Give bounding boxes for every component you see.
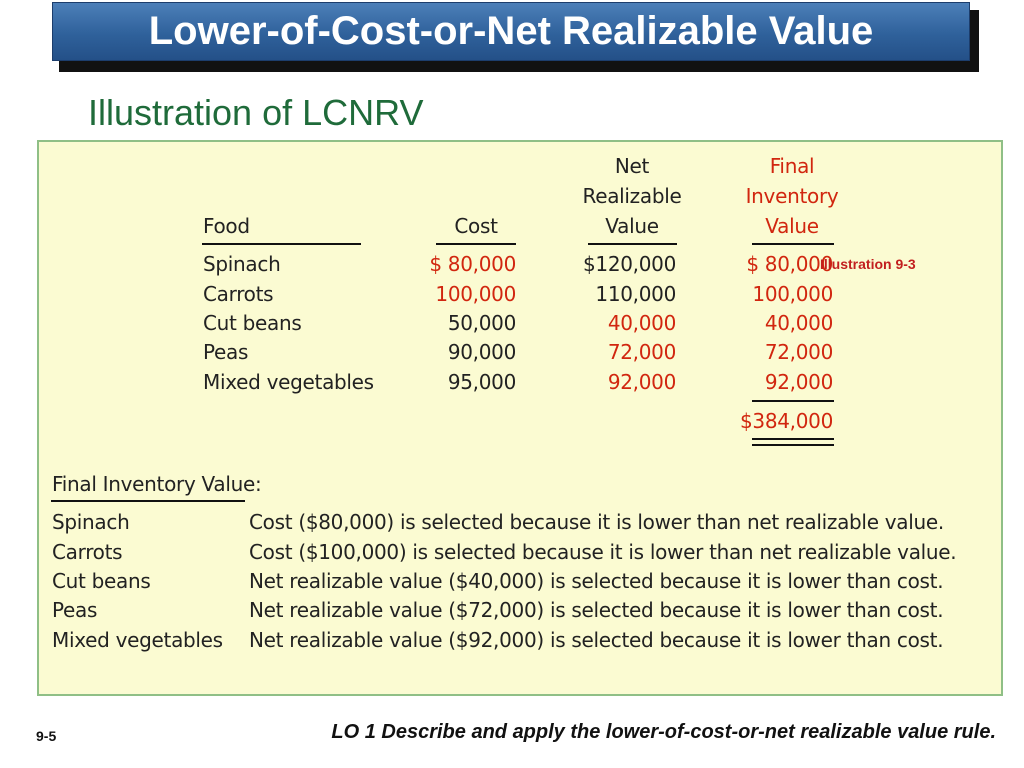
header-nrv-line2: Realizable (582, 184, 682, 208)
row-food: Mixed vegetables (203, 370, 374, 394)
explanation-heading: Final Inventory Value: (52, 472, 262, 496)
title-bar: Lower-of-Cost-or-Net Realizable Value (52, 2, 970, 61)
total-double-rule-1 (752, 438, 834, 440)
explanation-heading-rule (51, 500, 245, 502)
explanation-reason: Net realizable value ($92,000) is select… (249, 628, 944, 652)
final-header-rule (752, 243, 834, 245)
explanation-item: Peas (52, 598, 98, 622)
row-food: Cut beans (203, 311, 302, 335)
row-food: Carrots (203, 282, 274, 306)
nrv-header-rule (588, 243, 677, 245)
explanation-item: Cut beans (52, 569, 151, 593)
header-final-line2: Inventory (745, 184, 839, 208)
explanation-item: Mixed vegetables (52, 628, 223, 652)
explanation-item: Spinach (52, 510, 130, 534)
row-food: Peas (203, 340, 249, 364)
row-nrv: 92,000 (607, 370, 676, 394)
total-final-value: $384,000 (739, 409, 833, 433)
slide-title: Lower-of-Cost-or-Net Realizable Value (148, 9, 874, 53)
header-nrv-line3: Value (605, 214, 659, 238)
row-final: 40,000 (764, 311, 833, 335)
row-cost: 90,000 (447, 340, 516, 364)
illustration-label: Illustration 9-3 (820, 256, 916, 272)
header-final-line3: Value (765, 214, 819, 238)
food-header-rule (202, 243, 361, 245)
row-final: $ 80,000 (746, 252, 833, 276)
row-nrv: 110,000 (595, 282, 676, 306)
row-nrv: $120,000 (582, 252, 676, 276)
cost-header-rule (436, 243, 516, 245)
row-final: 92,000 (764, 370, 833, 394)
explanation-reason: Cost ($80,000) is selected because it is… (249, 510, 944, 534)
row-cost: 95,000 (447, 370, 516, 394)
header-final-line1: Final (769, 154, 815, 178)
illustration-panel: Net Realizable Value Final Inventory Val… (37, 140, 1003, 696)
row-cost: 50,000 (447, 311, 516, 335)
explanation-reason: Cost ($100,000) is selected because it i… (249, 540, 957, 564)
total-top-rule (752, 400, 834, 402)
header-food: Food (203, 214, 250, 238)
row-food: Spinach (203, 252, 281, 276)
row-cost: 100,000 (435, 282, 516, 306)
row-nrv: 72,000 (607, 340, 676, 364)
explanation-reason: Net realizable value ($40,000) is select… (249, 569, 944, 593)
header-cost: Cost (454, 214, 498, 238)
row-nrv: 40,000 (607, 311, 676, 335)
row-final: 100,000 (752, 282, 833, 306)
row-cost: $ 80,000 (429, 252, 516, 276)
total-double-rule-2 (752, 444, 834, 446)
explanation-reason: Net realizable value ($72,000) is select… (249, 598, 944, 622)
learning-objective: LO 1 Describe and apply the lower-of-cos… (331, 721, 996, 743)
slide-subtitle: Illustration of LCNRV (88, 92, 424, 133)
page-number: 9-5 (36, 728, 57, 744)
header-nrv-line1: Net (614, 154, 650, 178)
explanation-item: Carrots (52, 540, 123, 564)
row-final: 72,000 (764, 340, 833, 364)
